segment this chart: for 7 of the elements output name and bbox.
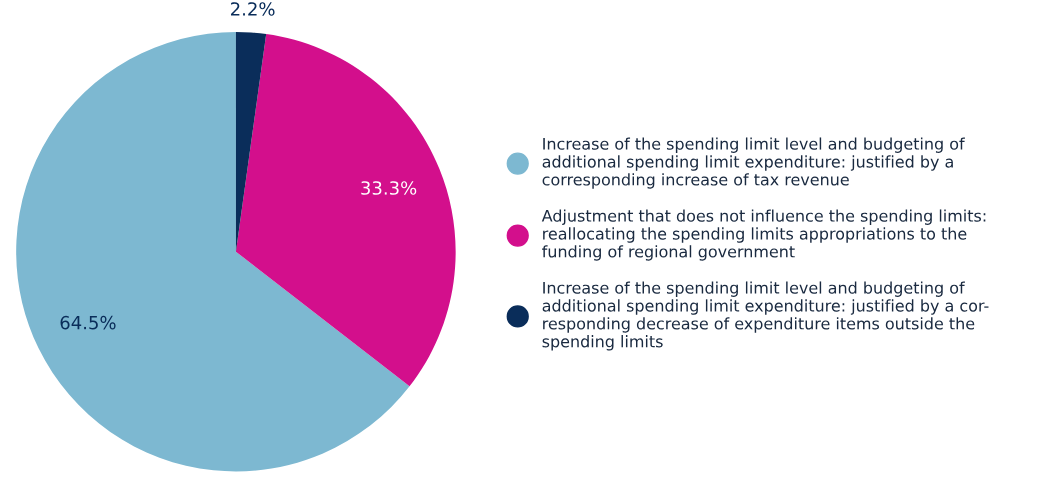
legend-label: Increase of the spending limit level and budgeting of additional spending limit expenditure: justified by a corresponding increase of tax revenue <box>542 137 965 189</box>
pie-slice <box>235 34 456 387</box>
data-label: 64.5% <box>60 315 116 330</box>
legend-label: Adjustment that does not influence the spending limits: reallocating the spending limits appropriations to the funding of regional government <box>541 209 986 261</box>
legend-label: Increase of the spending limit level and budgeting of additional spending limit expenditure: justified by a cor- responding decrease of expenditure items outside the spending limits <box>542 281 989 351</box>
data-label: 33.3% <box>361 181 417 195</box>
data-label: 2.2% <box>231 2 275 16</box>
